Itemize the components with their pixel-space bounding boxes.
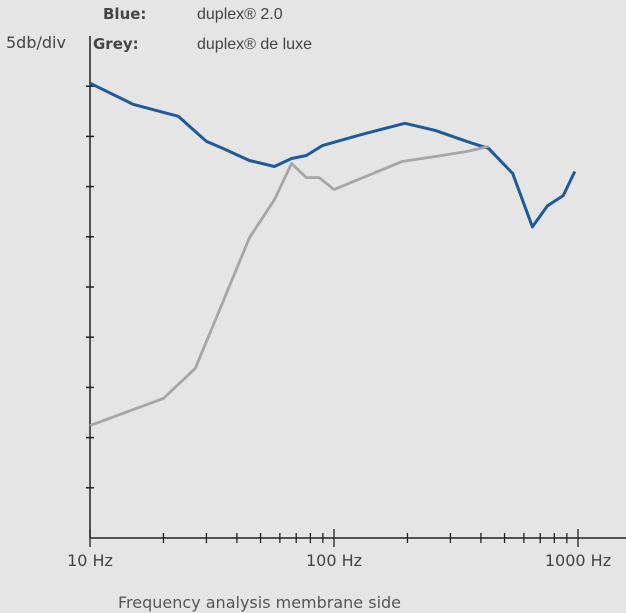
legend-label-grey: duplex® de luxe (197, 36, 312, 53)
series-line-grey (89, 145, 489, 427)
axes (89, 36, 626, 539)
legend-key-blue: Blue: (103, 5, 146, 23)
series-lines (89, 81, 577, 427)
y-axis-label: 5db/div (6, 33, 66, 52)
series-line-blue (89, 81, 577, 229)
x-tick-label: 100 Hz (306, 551, 362, 570)
y-axis-ticks (86, 85, 94, 489)
chart-caption: Frequency analysis membrane side (118, 593, 401, 612)
x-tick-label: 1000 Hz (545, 551, 611, 570)
legend-label-blue: duplex® 2.0 (197, 6, 283, 23)
legend-key-grey: Grey: (93, 35, 139, 53)
x-axis-tick-labels: 10 Hz 100 Hz 1000 Hz (67, 551, 611, 570)
x-tick-label: 10 Hz (67, 551, 113, 570)
legend: Blue: duplex® 2.0 Grey: duplex® de luxe (93, 5, 312, 53)
x-axis-ticks (89, 529, 579, 547)
